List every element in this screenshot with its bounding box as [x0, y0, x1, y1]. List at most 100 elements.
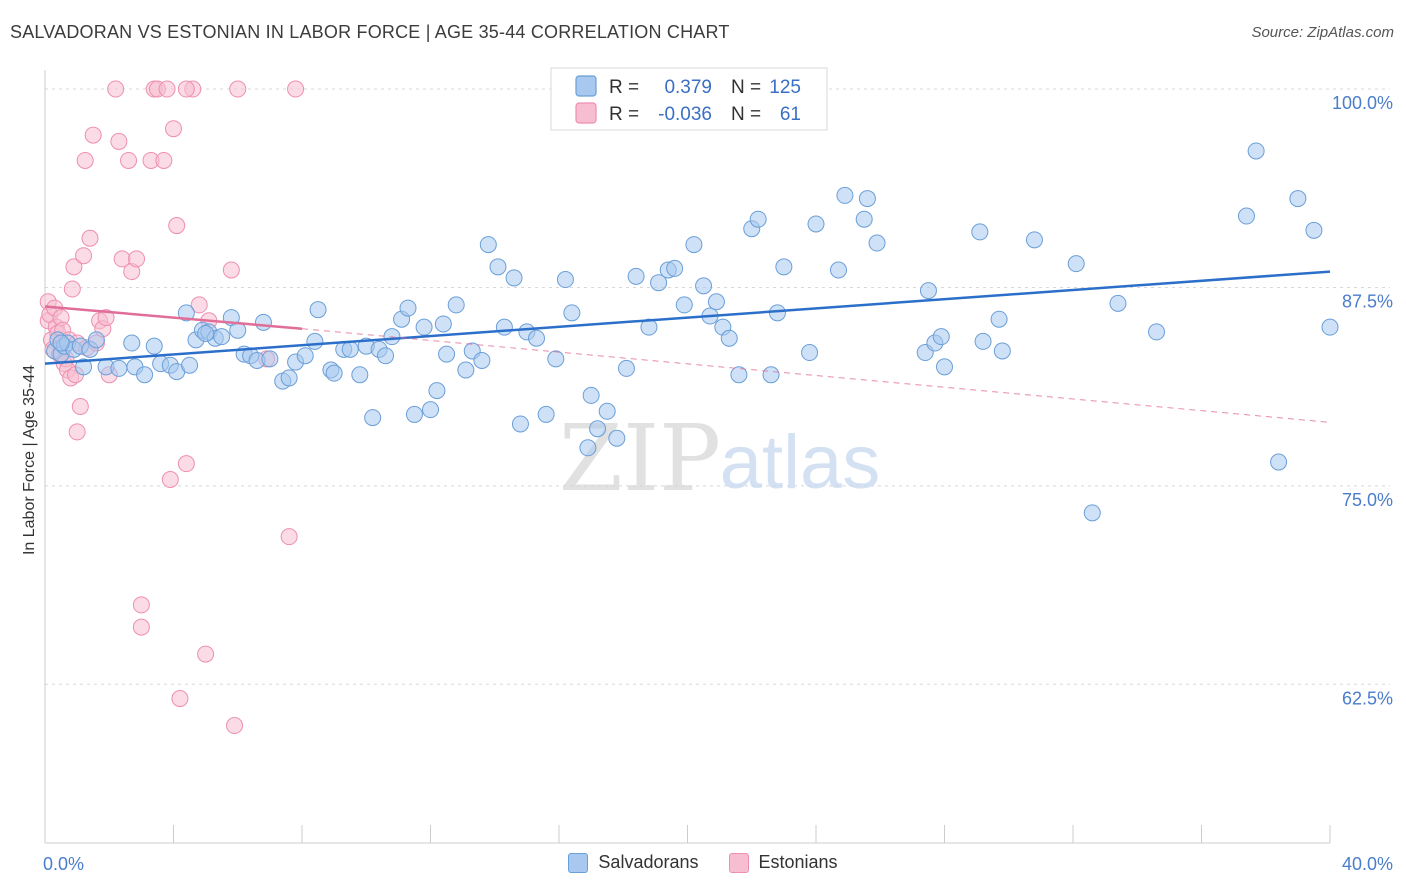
y-tick-label: 87.5% [1342, 291, 1393, 311]
estonian-point [155, 151, 173, 169]
legend-r-label-2: R = [609, 104, 639, 125]
bottom-legend: Salvadorans Estonians [0, 852, 1406, 873]
salvadoran-point [836, 186, 854, 204]
salvadoran-point [1321, 318, 1339, 336]
salvadoran-point [675, 296, 693, 314]
estonians-points [39, 80, 305, 735]
salvadoran-point [213, 328, 231, 346]
estonian-point [197, 645, 215, 663]
chart-title: SALVADORAN VS ESTONIAN IN LABOR FORCE | … [10, 22, 730, 42]
salvadoran-point [1067, 255, 1085, 273]
salvadoran-point [447, 296, 465, 314]
bottom-legend-salvadorans: Salvadorans [568, 852, 699, 873]
salvadoran-point [495, 318, 513, 336]
x-tick-label: 0.0% [43, 854, 84, 874]
salvadoran-point [807, 215, 825, 233]
estonian-point [128, 250, 146, 268]
legend-n-value-2: 61 [780, 104, 801, 125]
salvadoran-point [75, 358, 93, 376]
legend-n-label-1: N = [731, 77, 761, 98]
salvadoran-point [52, 334, 70, 352]
salvadoran-point [707, 293, 725, 311]
salvadoran-point [608, 429, 626, 447]
y-tick-label: 100.0% [1332, 93, 1393, 113]
y-tick-label: 62.5% [1342, 688, 1393, 708]
legend-n-label-2: N = [731, 104, 761, 125]
estonian-point [229, 80, 247, 98]
estonian-point [68, 423, 86, 441]
salvadoran-point [556, 271, 574, 289]
salvadoran-point [720, 329, 738, 347]
salvadoran-point [123, 334, 141, 352]
estonian-point [63, 280, 81, 298]
estonian-point [97, 309, 115, 327]
salvadoran-point [1148, 323, 1166, 341]
estonian-point [84, 126, 102, 144]
salvadoran-point [1237, 207, 1255, 225]
salvadoran-point [666, 259, 684, 277]
salvadoran-point [936, 358, 953, 376]
salvadoran-point [489, 258, 507, 276]
estonian-point [107, 80, 125, 98]
salvadoran-point [309, 301, 327, 319]
salvadoran-point [775, 258, 793, 276]
legend-r-value-2: -0.036 [658, 104, 712, 125]
salvadoran-point [197, 324, 215, 342]
salvadoran-point [1289, 190, 1307, 208]
salvadoran-point [650, 274, 668, 292]
salvadoran-point [1083, 504, 1101, 522]
salvadoran-point [428, 382, 446, 400]
estonian-point [177, 455, 195, 473]
estonian-point [158, 80, 176, 98]
salvadoran-point [296, 347, 314, 365]
salvadoran-point [306, 332, 324, 350]
salvadoran-point [145, 337, 163, 355]
axes [44, 70, 1331, 844]
salvadoran-point [505, 269, 523, 287]
estonian-point [165, 120, 182, 138]
estonian-point [222, 261, 240, 279]
salvadoran-point [537, 405, 555, 423]
salvadoran-point [855, 210, 873, 228]
salvadoran-point [993, 342, 1011, 360]
salvadoran-point [547, 350, 565, 368]
bottom-legend-swatch-salvadorans [568, 852, 589, 873]
y-tick-label: 75.0% [1342, 490, 1393, 510]
salvadorans-trend-line [44, 270, 1331, 365]
estonian-point [110, 132, 128, 150]
estonians-trend-line-extension [301, 328, 1331, 423]
salvadoran-point [438, 345, 456, 363]
salvadoran-point [1109, 294, 1127, 312]
estonian-point [287, 80, 305, 98]
salvadoran-point [829, 261, 847, 279]
salvadoran-point [582, 386, 600, 404]
salvadoran-point [110, 359, 128, 377]
salvadoran-point [399, 299, 417, 317]
salvadoran-point [1247, 142, 1265, 160]
salvadoran-point [136, 366, 154, 384]
salvadoran-point [768, 304, 786, 322]
watermark-zip: ZIP [559, 405, 721, 512]
estonian-point [81, 229, 99, 247]
salvadoran-point [762, 366, 780, 384]
salvadoran-point [1305, 221, 1323, 239]
estonian-point [171, 690, 189, 708]
salvadoran-point [971, 223, 989, 241]
estonians-trend-line [44, 305, 303, 330]
estonian-point [226, 717, 244, 735]
bottom-legend-label-estonians: Estonians [758, 852, 838, 872]
estonian-point [76, 151, 94, 169]
salvadoran-point [598, 402, 616, 420]
estonian-point [75, 247, 93, 265]
salvadoran-point [589, 420, 607, 438]
salvadoran-point [617, 359, 635, 377]
x-tick-labels: 0.0% 40.0% [43, 854, 1393, 874]
salvadoran-point [685, 236, 703, 254]
salvadoran-point [181, 356, 199, 374]
salvadoran-point [377, 347, 395, 365]
salvadoran-point [563, 304, 581, 322]
legend-box: R = 0.379 N = 125 R = -0.036 N = 61 [550, 67, 828, 131]
legend-r-label-1: R = [609, 77, 639, 98]
salvadorans-points [46, 142, 1339, 522]
salvadoran-point [579, 439, 597, 457]
